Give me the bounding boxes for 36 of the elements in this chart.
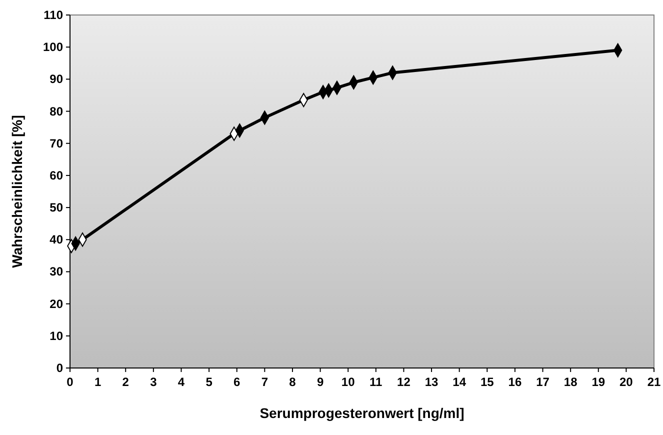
x-tick-label: 7 [261,375,268,389]
x-tick-label: 4 [178,375,185,389]
x-tick-label: 18 [564,375,578,389]
y-tick-label: 100 [42,40,64,54]
x-tick-label: 5 [206,375,213,389]
x-tick-label: 2 [122,375,130,389]
x-axis-title: Serumprogesteronwert [ng/ml] [260,405,464,421]
x-tick-label: 6 [234,375,241,389]
x-tick-label: 1 [94,375,102,389]
x-tick-label: 9 [316,375,324,389]
y-tick-label: 80 [50,104,64,118]
y-tick-label: 10 [50,328,64,343]
x-tick-label: 15 [480,375,494,389]
y-axis-title: Wahrscheinlichkeit [%] [9,115,25,268]
x-tick-label: 20 [620,375,634,389]
x-tick-label: 16 [508,375,522,389]
y-tick-label: 60 [50,168,64,182]
x-tick-label: 8 [289,375,296,389]
y-tick-label: 110 [44,8,64,22]
x-tick-label: 12 [397,375,411,389]
x-tick-label: 17 [536,375,550,389]
y-tick-label: 20 [50,296,64,311]
x-tick-label: 13 [424,375,439,389]
x-tick-label: 21 [647,375,661,389]
y-tick-label: 90 [50,72,64,86]
x-tick-label: 0 [66,375,74,389]
y-tick-label: 0 [56,361,64,375]
y-tick-label: 30 [50,264,64,279]
x-tick-label: 3 [150,375,158,389]
y-tick-label: 40 [50,232,64,247]
x-tick-label: 11 [370,375,383,389]
y-tick-label: 50 [50,200,64,215]
y-tick-label: 70 [50,136,64,150]
x-tick-label: 19 [592,375,606,389]
x-tick-label: 14 [452,375,466,389]
x-tick-label: 10 [341,375,356,389]
